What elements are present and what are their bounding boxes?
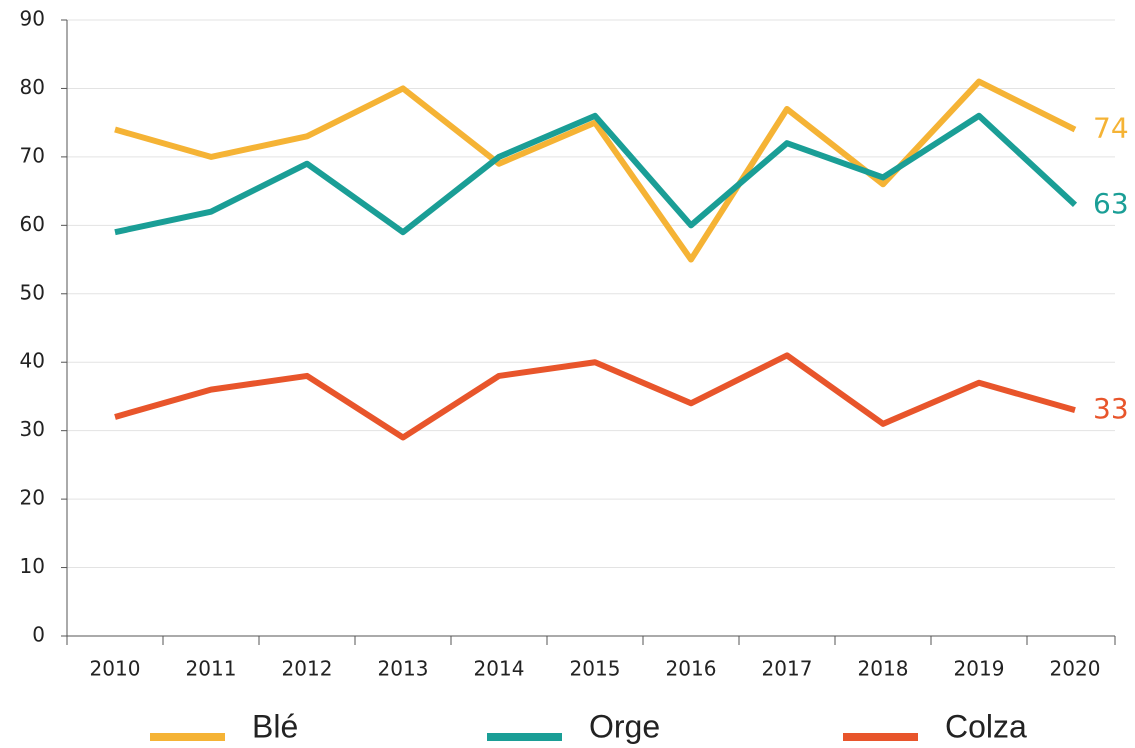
x-tick-label: 2010 (90, 657, 141, 681)
x-tick-label: 2013 (378, 657, 429, 681)
y-tick-label: 20 (20, 486, 45, 510)
y-tick-label: 90 (20, 7, 45, 31)
series-line (114, 78, 1077, 263)
legend-label: Blé (252, 708, 298, 744)
y-tick-label: 10 (20, 554, 45, 578)
x-tick-label: 2014 (474, 657, 525, 681)
x-tick-label: 2016 (666, 657, 717, 681)
y-tick-label: 30 (20, 417, 45, 441)
y-tick-label: 40 (20, 349, 45, 373)
x-tick-label: 2020 (1050, 657, 1101, 681)
end-label: 33 (1093, 392, 1129, 425)
x-tick-label: 2019 (954, 657, 1005, 681)
x-tick-label: 2015 (570, 657, 621, 681)
y-tick-label: 50 (20, 280, 45, 304)
end-label: 74 (1093, 112, 1129, 145)
y-tick-label: 80 (20, 75, 45, 99)
series-line (114, 112, 1078, 236)
end-label: 63 (1093, 187, 1129, 220)
legend-label: Colza (945, 708, 1027, 744)
series-line (114, 352, 1076, 441)
x-tick-label: 2011 (186, 657, 237, 681)
y-tick-label: 60 (20, 212, 45, 236)
y-tick-label: 70 (20, 143, 45, 167)
y-tick-label: 0 (32, 623, 45, 647)
x-tick-label: 2012 (282, 657, 333, 681)
legend-label: Orge (589, 708, 660, 744)
x-tick-label: 2018 (858, 657, 909, 681)
x-tick-label: 2017 (762, 657, 813, 681)
